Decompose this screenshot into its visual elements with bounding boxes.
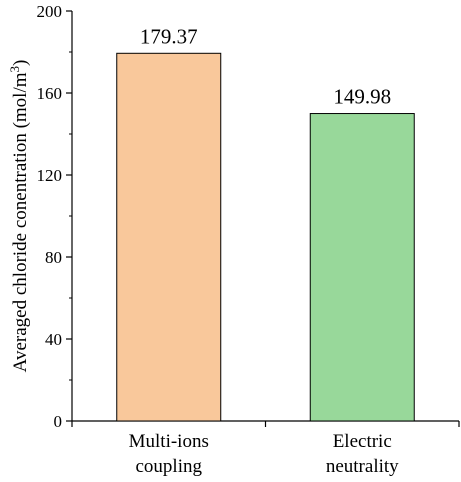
category-label: coupling bbox=[136, 456, 203, 477]
y-tick-label: 0 bbox=[54, 412, 63, 431]
bar bbox=[116, 52, 222, 422]
plot-area: 0 40 80 120 160 200 179.37 149.98 Multi-ions co… bbox=[37, 2, 460, 477]
y-tick-label: 160 bbox=[37, 84, 63, 103]
data-label: 149.98 bbox=[333, 85, 391, 109]
data-label: 179.37 bbox=[140, 24, 198, 48]
category-label: Electric bbox=[333, 431, 392, 452]
data-labels: 179.37 149.98 bbox=[140, 24, 391, 108]
category-label: neutrality bbox=[326, 456, 399, 477]
y-ticks: 0 40 80 120 160 200 bbox=[37, 2, 72, 431]
y-tick-label: 200 bbox=[37, 2, 63, 21]
bar bbox=[309, 113, 415, 422]
category-labels: Multi-ions coupling Electric neutrality bbox=[129, 431, 400, 477]
y-tick-label: 80 bbox=[45, 248, 62, 267]
category-label: Multi-ions bbox=[129, 431, 209, 452]
y-tick-label: 40 bbox=[45, 330, 62, 349]
y-axis-title: Averaged chloride conentration (mol/m3) bbox=[7, 60, 32, 373]
x-ticks bbox=[71, 421, 460, 427]
bars bbox=[116, 52, 415, 422]
y-tick-label: 120 bbox=[37, 166, 63, 185]
